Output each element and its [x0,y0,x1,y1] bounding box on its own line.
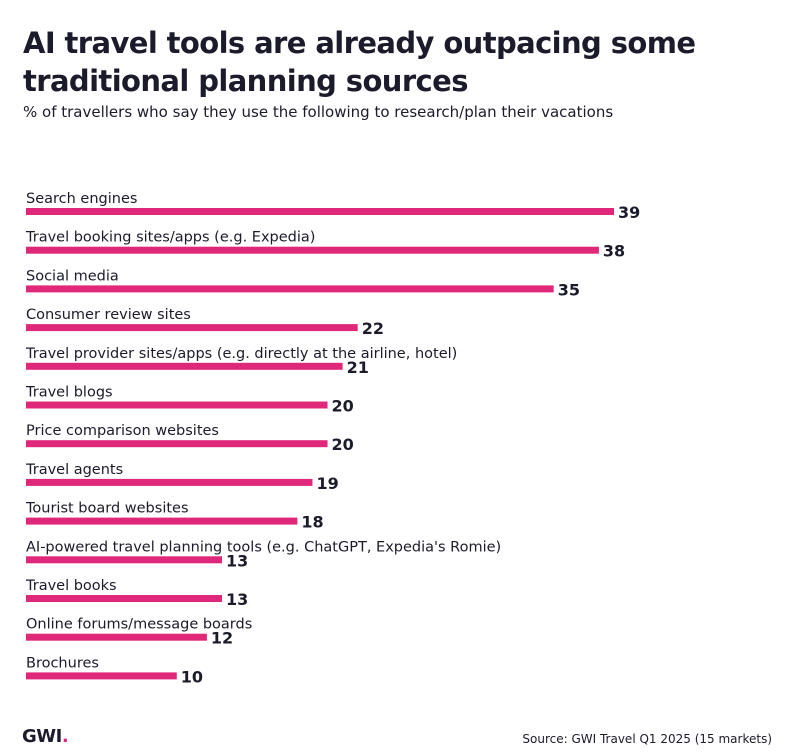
gwi-logo: GWI. [22,726,69,747]
category-label: Search engines [26,191,137,207]
category-label: Travel blogs [25,385,113,401]
category-label: Social media [26,268,119,284]
chart-subtitle: % of travellers who say they use the fol… [23,103,614,121]
value-label: 12 [211,629,233,648]
bar [26,633,207,641]
category-label: Price comparison websites [26,423,219,439]
category-label: Brochures [26,655,99,671]
bar [26,401,328,409]
value-label: 20 [332,397,354,416]
bar [26,478,313,486]
bar [26,672,177,680]
logo-dot: . [61,726,69,747]
value-label: 13 [226,551,248,570]
bar [26,246,599,254]
value-label: 22 [362,319,384,338]
category-label: Consumer review sites [26,307,191,323]
bar [26,285,554,293]
source-note: Source: GWI Travel Q1 2025 (15 markets) [522,732,772,746]
bar-chart: Search engines 39 Travel booking sites/app… [25,191,640,686]
value-label: 35 [558,280,580,299]
category-label: AI-powered travel planning tools (e.g. C… [26,539,501,555]
category-label: Travel provider sites/apps (e.g. directl… [25,346,457,362]
value-label: 13 [226,590,248,609]
value-label: 39 [618,203,640,222]
bar [26,324,358,332]
chart-title: AI travel tools are already outpacing so… [23,26,696,98]
bar [26,440,328,448]
value-label: 19 [316,474,338,493]
value-label: 21 [347,358,369,377]
category-label: Travel books [25,578,117,594]
category-label: Tourist board websites [25,501,189,517]
category-label: Online forums/message boards [26,617,252,633]
bar [26,208,614,215]
category-label: Travel agents [25,462,123,478]
bar [26,517,298,525]
value-label: 10 [181,667,203,686]
category-label: Travel booking sites/apps (e.g. Expedia) [25,230,315,246]
value-label: 18 [301,513,323,532]
logo-text: GWI [22,726,62,747]
value-label: 20 [332,435,354,454]
value-label: 38 [603,242,625,261]
bar [26,362,343,370]
bar [26,556,222,564]
bar [26,595,222,602]
